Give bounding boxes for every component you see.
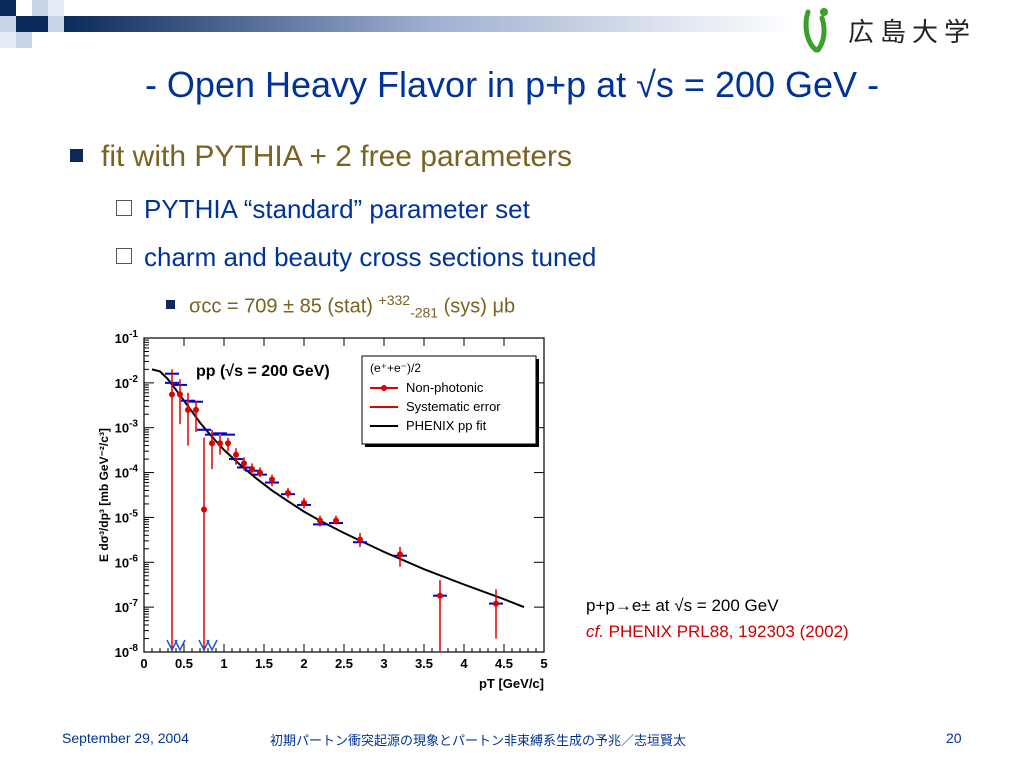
data-point — [269, 476, 275, 483]
data-point — [185, 406, 191, 413]
legend-entry: Non-photonic — [406, 380, 484, 395]
bullet-fit: fit with PYTHIA + 2 free parameters — [70, 140, 572, 174]
data-point — [437, 592, 443, 599]
x-tick-label: 3.5 — [415, 656, 433, 671]
data-point — [217, 440, 223, 447]
upper-limit-arrow — [166, 639, 178, 652]
data-point — [493, 600, 499, 607]
legend-swatch-dot — [381, 385, 387, 391]
university-name: 広島大学 — [848, 18, 977, 48]
data-point — [209, 440, 215, 447]
x-tick-label: 4.5 — [495, 656, 513, 671]
legend-entry: Systematic error — [406, 399, 501, 414]
y-tick-label: 10-1 — [115, 329, 139, 346]
data-point — [257, 469, 263, 476]
data-point — [301, 499, 307, 506]
square-bullet-icon — [70, 148, 83, 162]
upper-limit-arrow — [174, 639, 186, 652]
y-axis-label: E dσ³/dp³ [mb GeV⁻²/c³] — [97, 428, 111, 562]
upper-limit-arrow — [206, 639, 218, 652]
x-tick-label: 1.5 — [255, 656, 273, 671]
x-tick-label: 1 — [220, 656, 227, 671]
bullet-sigma-cc: σcc = 709 ± 85 (stat) +332-281 (sys) μb — [166, 292, 515, 321]
y-tick-label: 10-4 — [115, 464, 139, 481]
data-point — [233, 451, 239, 458]
data-point — [285, 490, 291, 497]
footer-date: September 29, 2004 — [62, 730, 189, 746]
y-tick-label: 10-6 — [115, 553, 139, 570]
x-tick-label: 4 — [460, 656, 468, 671]
x-tick-label: 0 — [140, 656, 147, 671]
hollow-square-bullet-icon — [116, 248, 132, 265]
legend-box — [361, 355, 537, 445]
x-tick-label: 2 — [300, 656, 307, 671]
data-point — [317, 517, 323, 524]
page-number: 20 — [946, 730, 962, 746]
x-axis-label: pT [GeV/c] — [479, 676, 544, 691]
y-tick-label: 10-5 — [115, 508, 139, 525]
x-tick-label: 0.5 — [175, 656, 193, 671]
data-point — [397, 551, 403, 558]
data-point — [357, 536, 363, 543]
bullet-pythia-standard: PYTHIA “standard” parameter set — [116, 194, 530, 225]
reference-citation: cf. PHENIX PRL88, 192303 (2002) — [586, 622, 849, 641]
header-gradient-bar — [64, 16, 794, 32]
footer-talk-title: 初期パートン衝突起源の現象とパートン非束縛系生成の予兆／志垣賢太 — [270, 734, 687, 749]
data-point — [241, 460, 247, 467]
square-bullet-icon — [166, 299, 175, 309]
data-point — [249, 466, 255, 473]
data-point — [333, 517, 339, 524]
chart-title: pp (√s = 200 GeV) — [196, 363, 330, 380]
legend-header: (e⁺+e⁻)/2 — [370, 361, 421, 375]
university-logo — [803, 8, 828, 53]
data-point — [201, 506, 207, 513]
reaction-label: p+p→e± at √s = 200 GeV — [586, 596, 779, 615]
bullet-cross-sections: charm and beauty cross sections tuned — [116, 242, 596, 273]
hollow-square-bullet-icon — [116, 200, 132, 217]
x-tick-label: 2.5 — [335, 656, 353, 671]
data-point — [193, 406, 199, 413]
x-tick-label: 5 — [540, 656, 547, 671]
y-tick-label: 10-2 — [115, 374, 139, 391]
slide-title: - Open Heavy Flavor in p+p at √s = 200 G… — [144, 64, 880, 105]
legend-entry: PHENIX pp fit — [406, 418, 487, 433]
y-tick-label: 10-8 — [115, 643, 139, 660]
data-point — [225, 440, 231, 447]
cross-section-chart: 0 0.5 1 1.5 2 2.5 3 3.5 4 4.5 5 10-8 10-7 10-6 10-5 10-… — [97, 329, 548, 691]
x-tick-label: 3 — [380, 656, 387, 671]
data-point — [177, 391, 183, 398]
corner-decoration — [0, 0, 64, 48]
y-tick-label: 10-3 — [115, 419, 139, 436]
upper-limit-arrow — [198, 639, 210, 652]
data-point — [169, 391, 175, 398]
y-tick-label: 10-7 — [115, 598, 139, 615]
